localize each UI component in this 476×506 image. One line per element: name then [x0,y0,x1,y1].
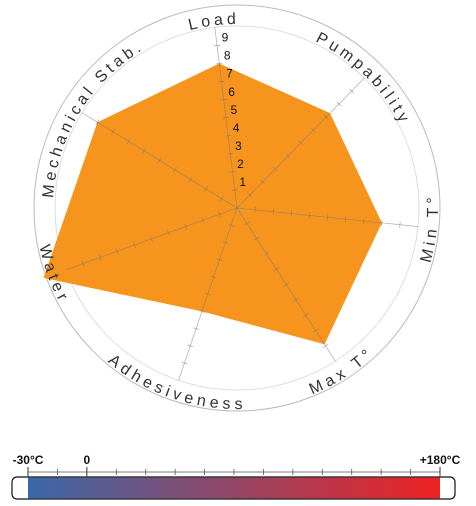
axis-tick [322,343,329,348]
axis-tick [290,210,293,217]
axis-tick [216,62,223,65]
axis-tick [218,80,225,83]
category-label-text: Load [187,11,236,34]
category-label: Load [187,11,240,34]
axis-tick [219,195,224,202]
category-label-text: Min T° [418,193,438,265]
axis-tick [98,254,102,261]
r-tick-label: 2 [237,157,244,171]
category-label: Min T° [418,193,442,265]
axis-tick [95,119,100,126]
axis-tick [363,217,365,225]
axis-tick [220,98,227,101]
axis-tick [326,214,329,221]
colorbar-gradient [28,477,440,499]
colorbar-tick-label: +180°C [420,453,461,467]
r-tick-label: 9 [222,31,229,45]
r-tick-label: 5 [231,103,238,117]
axis-tick [157,157,162,164]
axis-tick [336,101,342,107]
axis-tick [229,171,236,173]
colorbar-tick-label: 0 [84,453,91,467]
axis-tick [303,313,309,318]
axis-tick [184,223,188,230]
axis-tick [253,236,260,241]
inner-ring [54,25,420,391]
axis-tick [272,166,278,172]
axis-tick [298,140,304,146]
axis-tick [312,328,319,333]
r-tick-label: 7 [226,67,233,81]
axis-tick [244,221,250,226]
axis-tick [283,282,289,287]
axis-tick [254,206,256,213]
axis-tick [198,310,205,313]
axis-tick [247,192,253,198]
axis-tick [308,212,311,219]
axis-tick [399,221,401,228]
axis-tick [344,216,347,223]
radar-area [43,63,382,345]
axis-tick [222,241,229,244]
r-tick-label: 1 [239,175,246,189]
axis-tick [349,88,355,94]
axis-tick [285,153,291,159]
axis-tick [111,129,115,135]
axis-tick [225,134,232,137]
axis-tick [81,260,85,267]
axis-tick [115,248,119,255]
axis-tick [381,219,383,226]
axis-tick [231,189,238,191]
axis-tick [126,138,131,145]
colorbar-tick-label: -30°C [13,453,44,467]
axis-tick [150,235,153,242]
category-label: Adhesiveness [105,352,247,414]
axis-tick [272,208,274,215]
axis-tick [273,267,280,272]
axis-tick [132,242,136,249]
axis-tick [214,44,221,47]
axis-tick [293,297,299,302]
outer-ring [33,4,441,412]
axis-tick [167,229,170,236]
axis-tick [204,186,208,192]
category-label-text: Adhesiveness [105,352,243,414]
axis-tick [142,148,146,154]
axis-tick [173,167,177,173]
axis-tick [228,223,235,227]
axis-tick [188,176,193,183]
axis-tick [311,127,316,133]
axis-tick [201,217,205,224]
axis-tick [323,114,329,120]
axis-tick [187,344,194,348]
r-tick-label: 6 [228,85,235,99]
r-tick-label: 4 [233,121,240,135]
r-tick-label: 8 [224,49,231,63]
axis-tick [216,258,223,262]
axis-tick [181,361,188,365]
axis-tick [218,211,222,218]
axis-tick [263,251,270,256]
axis-tick [260,179,265,185]
r-tick-label: 3 [235,139,242,153]
axis-tick [227,153,234,155]
axis-tick [222,116,229,119]
axis-tick [193,327,200,331]
axis-tick [204,292,211,296]
axis-tick [210,275,217,279]
